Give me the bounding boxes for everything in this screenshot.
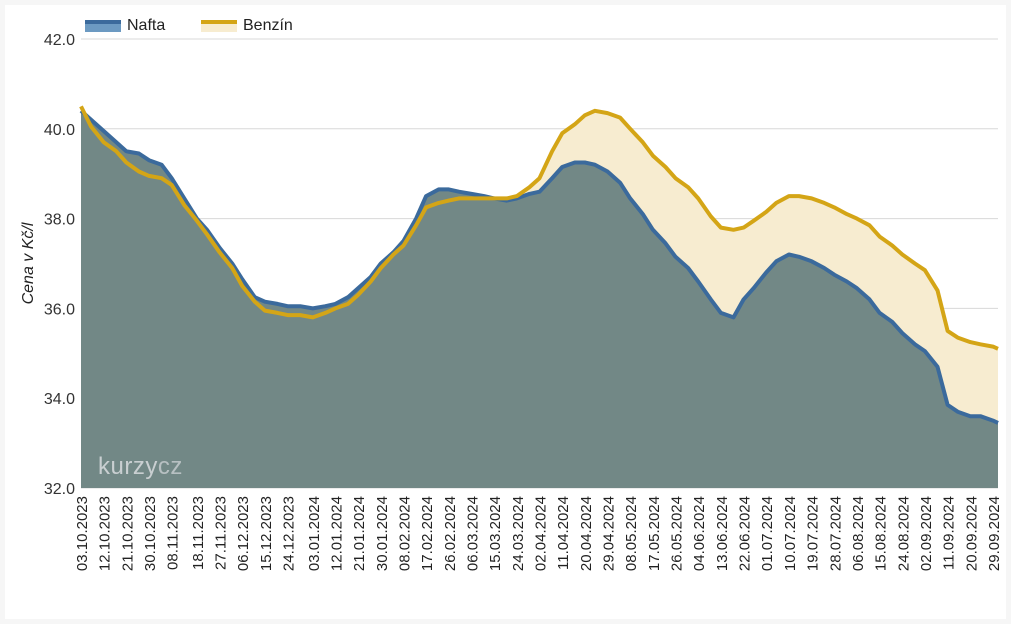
x-tick-label: 15.12.2023	[258, 496, 275, 571]
x-tick-label: 29.09.2024	[986, 496, 1003, 571]
y-axis-label: Cena v Kč/l	[20, 222, 37, 304]
x-tick-label: 24.12.2023	[281, 496, 298, 571]
chart-container: 32.0 34.0 36.0 38.0 40.0 42.0 03.10.2023 12.10.…	[5, 5, 1006, 619]
x-tick-label: 27.11.2023	[213, 496, 230, 570]
x-tick-label: 03.01.2024	[306, 496, 323, 571]
x-tick-label: 08.02.2024	[397, 496, 414, 571]
x-tick-label: 30.10.2023	[142, 496, 159, 571]
x-tick-label: 21.01.2024	[351, 496, 368, 571]
x-tick-label: 20.04.2024	[578, 496, 595, 571]
x-tick-label: 11.04.2024	[555, 496, 572, 570]
x-tick-label: 26.05.2024	[669, 496, 686, 571]
x-tick-label: 06.08.2024	[850, 496, 867, 571]
y-tick-label: 38.0	[44, 212, 75, 229]
line-area-chart: 32.0 34.0 36.0 38.0 40.0 42.0 03.10.2023 12.10.…	[20, 32, 1003, 571]
x-tick-label: 17.02.2024	[419, 496, 436, 571]
benzin-line	[79, 105, 999, 351]
x-tick-label: 08.11.2023	[165, 496, 182, 570]
x-tick-label: 02.09.2024	[918, 496, 935, 571]
x-tick-label: 19.07.2024	[805, 496, 822, 571]
x-tick-label: 28.07.2024	[827, 496, 844, 571]
x-tick-label: 03.10.2023	[74, 496, 91, 571]
y-tick-label: 32.0	[44, 481, 75, 498]
x-tick-label: 26.02.2024	[442, 496, 459, 571]
x-tick-label: 12.10.2023	[97, 496, 114, 571]
x-tick-label: 18.11.2023	[190, 496, 207, 570]
y-tick-label: 42.0	[44, 32, 75, 49]
nafta-area	[81, 110, 998, 489]
legend-swatch-benzin	[201, 20, 237, 32]
x-tick-label: 12.01.2024	[328, 496, 345, 571]
x-tick-label: 30.01.2024	[374, 496, 391, 571]
x-tick-label: 10.07.2024	[782, 496, 799, 571]
y-tick-label: 36.0	[44, 301, 75, 318]
legend-item-benzin[interactable]: Benzín	[201, 17, 293, 35]
x-tick-label: 08.05.2024	[623, 496, 640, 571]
x-tick-label: 17.05.2024	[646, 496, 663, 571]
legend-label-benzin: Benzín	[243, 17, 293, 34]
x-tick-label: 15.03.2024	[487, 496, 504, 571]
x-tick-label: 01.07.2024	[759, 496, 776, 571]
x-tick-label: 24.08.2024	[895, 496, 912, 571]
x-tick-label: 21.10.2023	[119, 496, 136, 571]
x-tick-label: 20.09.2024	[963, 496, 980, 571]
x-tick-label: 11.09.2024	[941, 496, 958, 570]
x-tick-label: 06.03.2024	[465, 496, 482, 571]
x-tick-label: 15.08.2024	[873, 496, 890, 571]
x-tick-label: 24.03.2024	[510, 496, 527, 571]
y-tick-label: 40.0	[44, 122, 75, 139]
nafta-line	[79, 109, 999, 425]
x-tick-label: 13.06.2024	[714, 496, 731, 571]
legend-item-nafta[interactable]: Nafta	[85, 17, 165, 35]
kurzy-cz-watermark: kurzycz	[98, 453, 183, 480]
x-tick-label: 06.12.2023	[235, 496, 252, 571]
legend-label-nafta: Nafta	[127, 17, 166, 34]
x-tick-label: 29.04.2024	[601, 496, 618, 571]
x-tick-label: 04.06.2024	[691, 496, 708, 571]
x-tick-label: 22.06.2024	[737, 496, 754, 571]
x-tick-label: 02.04.2024	[533, 496, 550, 571]
legend-swatch-nafta	[85, 20, 121, 32]
y-tick-label: 34.0	[44, 391, 75, 408]
